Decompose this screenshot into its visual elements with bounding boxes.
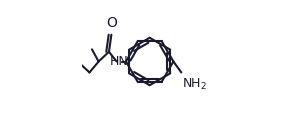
Text: O: O xyxy=(106,16,117,30)
Text: NH$_2$: NH$_2$ xyxy=(182,77,207,92)
Text: HN: HN xyxy=(110,55,129,68)
